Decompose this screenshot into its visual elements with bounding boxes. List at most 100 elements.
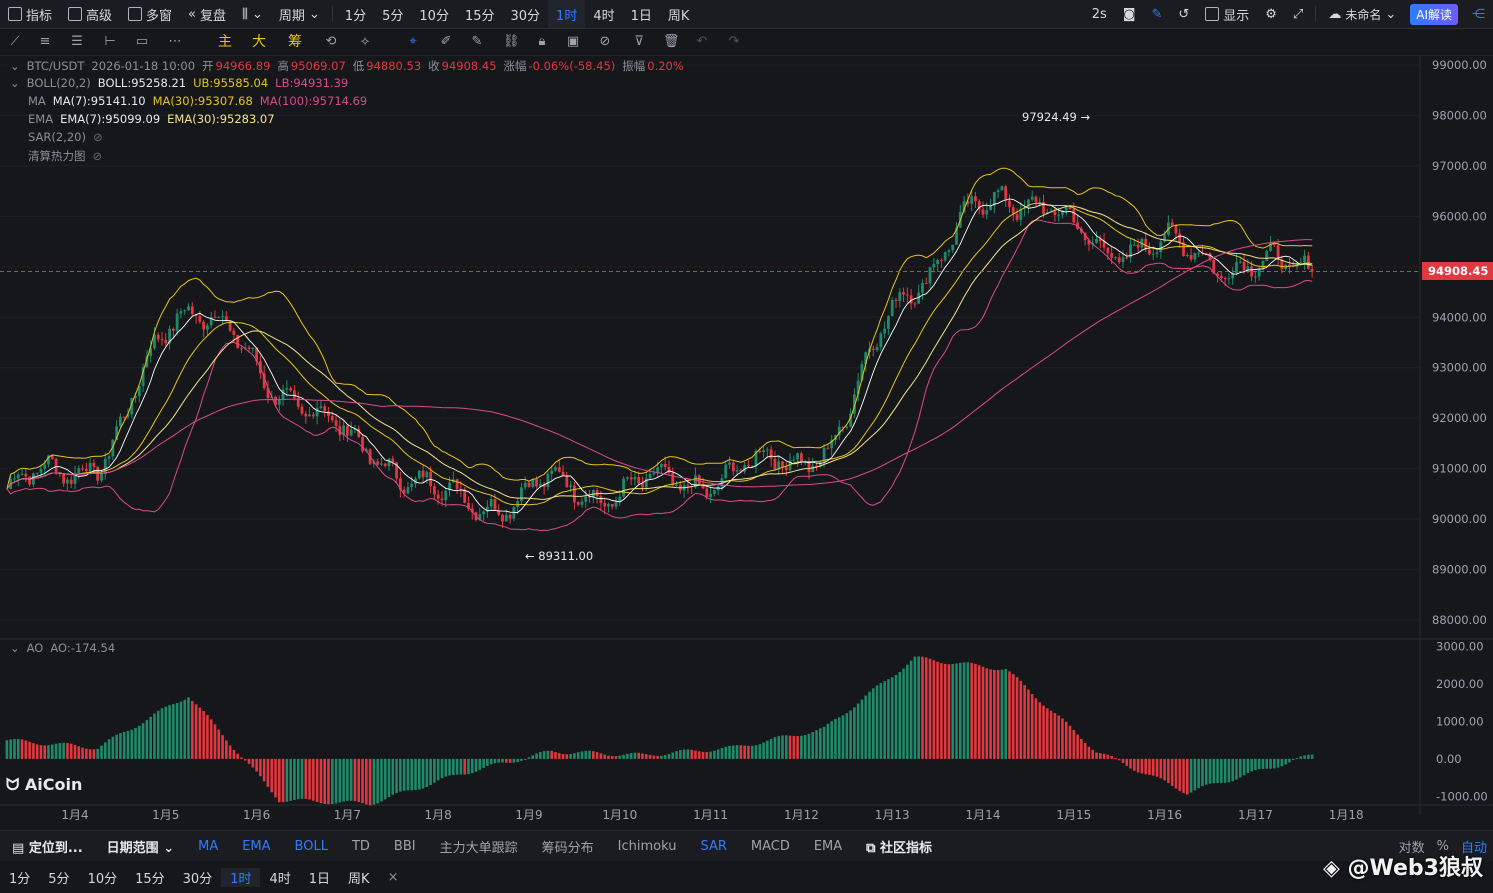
- ao-bar: [69, 743, 73, 759]
- main-force-tool[interactable]: 主: [218, 34, 232, 50]
- auto-scale-toggle[interactable]: 自动: [1460, 840, 1487, 856]
- locate-button[interactable]: ▤ 定位到...: [0, 837, 95, 856]
- fullscreen-icon[interactable]: ⤢: [1292, 6, 1304, 22]
- ao-tick-label: 2000.00: [1436, 677, 1484, 691]
- percent-scale-toggle[interactable]: %: [1436, 838, 1449, 854]
- ind-ma[interactable]: MA: [198, 838, 219, 854]
- fib-icon[interactable]: ☰: [71, 34, 83, 49]
- candle-body: [293, 390, 296, 399]
- candle-body: [603, 502, 607, 507]
- redo-icon[interactable]: ↷: [728, 34, 740, 49]
- more-dots-icon[interactable]: ⋯: [168, 34, 182, 49]
- period-10m[interactable]: 10分: [419, 8, 449, 24]
- close-icon[interactable]: ×: [387, 869, 399, 885]
- eye-off-icon[interactable]: ⊘: [92, 149, 103, 163]
- hide-icon[interactable]: ▣: [566, 34, 580, 49]
- ind-big-order[interactable]: 主力大单跟踪: [439, 840, 518, 856]
- candle-body: [890, 299, 894, 317]
- ind-sar[interactable]: SAR: [700, 838, 727, 854]
- candle-body: [164, 340, 168, 344]
- collapse-icon[interactable]: ⌄: [10, 641, 20, 655]
- collapse-icon[interactable]: ⌄: [10, 76, 20, 90]
- ao-bar: [508, 758, 512, 763]
- bottom-period-30m[interactable]: 30分: [182, 871, 213, 887]
- auto-draw-icon[interactable]: ⟲: [325, 34, 337, 49]
- ao-bar: [682, 749, 686, 759]
- bottom-period-1m[interactable]: 1分: [9, 871, 31, 887]
- filter-icon[interactable]: ⊽: [634, 34, 644, 49]
- period-15m[interactable]: 15分: [464, 8, 495, 24]
- ind-ema-sub[interactable]: EMA: [813, 838, 843, 854]
- refresh-interval[interactable]: 2s: [1091, 6, 1107, 22]
- bottom-period-1w[interactable]: 周K: [348, 871, 370, 887]
- advanced-menu[interactable]: 高级: [60, 0, 120, 28]
- bottom-period-15m[interactable]: 15分: [135, 871, 165, 887]
- time-tick-label: 1月8: [425, 808, 452, 822]
- candle-body: [342, 425, 346, 436]
- line-icon[interactable]: ⟋: [10, 34, 20, 49]
- rectangle-icon[interactable]: ▭: [135, 34, 149, 49]
- trash-icon[interactable]: 🗑︎: [663, 34, 680, 49]
- undo-icon[interactable]: ↺: [1178, 6, 1190, 22]
- measure-icon[interactable]: ⟡: [360, 34, 370, 49]
- collapse-icon[interactable]: ⌄: [10, 59, 20, 73]
- log-scale-toggle[interactable]: 对数: [1398, 840, 1425, 856]
- layout-menu[interactable]: ☁ 未命名 ⌄: [1328, 6, 1397, 22]
- period-1h[interactable]: 1时: [548, 0, 586, 28]
- ind-community[interactable]: ⧉ 社区指标: [854, 837, 944, 856]
- bottom-period-10m[interactable]: 10分: [87, 871, 118, 887]
- parallel-lines-icon[interactable]: ≡: [39, 34, 51, 49]
- bottom-period-4h[interactable]: 4时: [269, 871, 291, 887]
- settings-icon[interactable]: ⚙: [1265, 6, 1277, 22]
- bottom-period-1d[interactable]: 1日: [308, 871, 331, 887]
- period-1d[interactable]: 1日: [630, 8, 652, 24]
- candle-body: [716, 486, 720, 491]
- lock-icon[interactable]: 🔒︎: [538, 34, 546, 49]
- period-4h[interactable]: 4时: [593, 8, 615, 24]
- bottom-period-1h[interactable]: 1时: [221, 867, 261, 887]
- chip-tool[interactable]: 筹: [288, 34, 302, 50]
- display-menu[interactable]: 显示: [1197, 0, 1257, 28]
- pen-icon[interactable]: ✎: [1151, 6, 1163, 22]
- ai-interpret-button[interactable]: AI解读: [1410, 3, 1458, 25]
- period-5m[interactable]: 5分: [382, 8, 404, 24]
- ind-ichimoku[interactable]: Ichimoku: [617, 838, 677, 854]
- ind-td[interactable]: TD: [351, 838, 370, 854]
- brush-icon[interactable]: ✎: [471, 34, 483, 49]
- bottom-period-5m[interactable]: 5分: [48, 871, 70, 887]
- period-1w[interactable]: 周K: [667, 8, 690, 24]
- ind-macd[interactable]: MACD: [750, 838, 790, 854]
- share-icon[interactable]: ⋲: [1472, 6, 1485, 22]
- price-chart[interactable]: 99000.0098000.0097000.0096000.0095000.00…: [0, 55, 1493, 830]
- candle-body: [712, 490, 716, 494]
- horizontal-line-icon[interactable]: ⊢: [104, 34, 116, 49]
- ind-ema[interactable]: EMA: [242, 838, 271, 854]
- replay-menu[interactable]: «复盘: [188, 6, 227, 24]
- ao-bar: [202, 711, 205, 759]
- date-range-button[interactable]: 日期范围 ⌄: [95, 837, 186, 856]
- big-order-tool[interactable]: 大: [252, 34, 266, 50]
- chart-type-menu[interactable]: ⫼ ⌄: [234, 0, 271, 28]
- candle-body: [992, 192, 996, 206]
- ao-bar: [134, 728, 137, 759]
- ao-bar: [1235, 758, 1238, 780]
- eye-off-icon[interactable]: ⊘: [92, 130, 103, 144]
- ao-bar: [614, 756, 618, 759]
- ao-bar: [1242, 758, 1246, 776]
- candle-body: [724, 464, 728, 479]
- eraser-icon[interactable]: ✐: [440, 34, 452, 49]
- period-menu[interactable]: 周期 ⌄: [278, 6, 320, 24]
- ind-bbi[interactable]: BBI: [393, 838, 416, 854]
- period-1m[interactable]: 1分: [344, 8, 367, 24]
- undo-icon[interactable]: ↶: [696, 34, 708, 49]
- indicator-menu[interactable]: 指标: [0, 0, 60, 28]
- period-30m[interactable]: 30分: [510, 8, 541, 24]
- ind-boll[interactable]: BOLL: [294, 838, 328, 854]
- visibility-icon[interactable]: ⊘: [599, 34, 611, 49]
- magnet-icon[interactable]: ⌖: [409, 34, 417, 49]
- multi-window-menu[interactable]: 多窗: [120, 0, 180, 28]
- chain-icon[interactable]: ⛓: [503, 34, 520, 49]
- camera-icon[interactable]: ◙: [1122, 6, 1136, 22]
- candle-body: [538, 483, 542, 487]
- ind-chip[interactable]: 筹码分布: [541, 840, 594, 856]
